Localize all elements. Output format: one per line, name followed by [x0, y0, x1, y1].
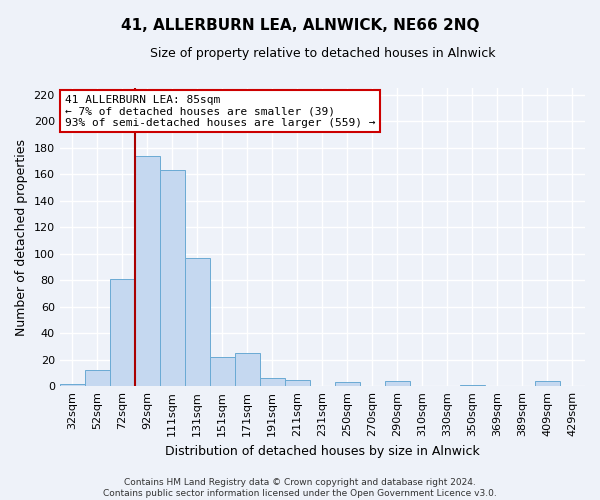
- Title: Size of property relative to detached houses in Alnwick: Size of property relative to detached ho…: [149, 48, 495, 60]
- Bar: [535, 381, 560, 386]
- Bar: [385, 381, 410, 386]
- X-axis label: Distribution of detached houses by size in Alnwick: Distribution of detached houses by size …: [165, 444, 480, 458]
- Text: 41, ALLERBURN LEA, ALNWICK, NE66 2NQ: 41, ALLERBURN LEA, ALNWICK, NE66 2NQ: [121, 18, 479, 32]
- Bar: [160, 170, 185, 386]
- Bar: [135, 156, 160, 386]
- Bar: [235, 353, 260, 386]
- Bar: [185, 258, 210, 386]
- Bar: [460, 385, 485, 386]
- Bar: [210, 357, 235, 386]
- Y-axis label: Number of detached properties: Number of detached properties: [15, 138, 28, 336]
- Bar: [260, 378, 285, 386]
- Bar: [85, 370, 110, 386]
- Bar: [335, 382, 360, 386]
- Bar: [59, 384, 85, 386]
- Bar: [110, 279, 135, 386]
- Text: 41 ALLERBURN LEA: 85sqm
← 7% of detached houses are smaller (39)
93% of semi-det: 41 ALLERBURN LEA: 85sqm ← 7% of detached…: [65, 94, 375, 128]
- Bar: [285, 380, 310, 386]
- Text: Contains HM Land Registry data © Crown copyright and database right 2024.
Contai: Contains HM Land Registry data © Crown c…: [103, 478, 497, 498]
